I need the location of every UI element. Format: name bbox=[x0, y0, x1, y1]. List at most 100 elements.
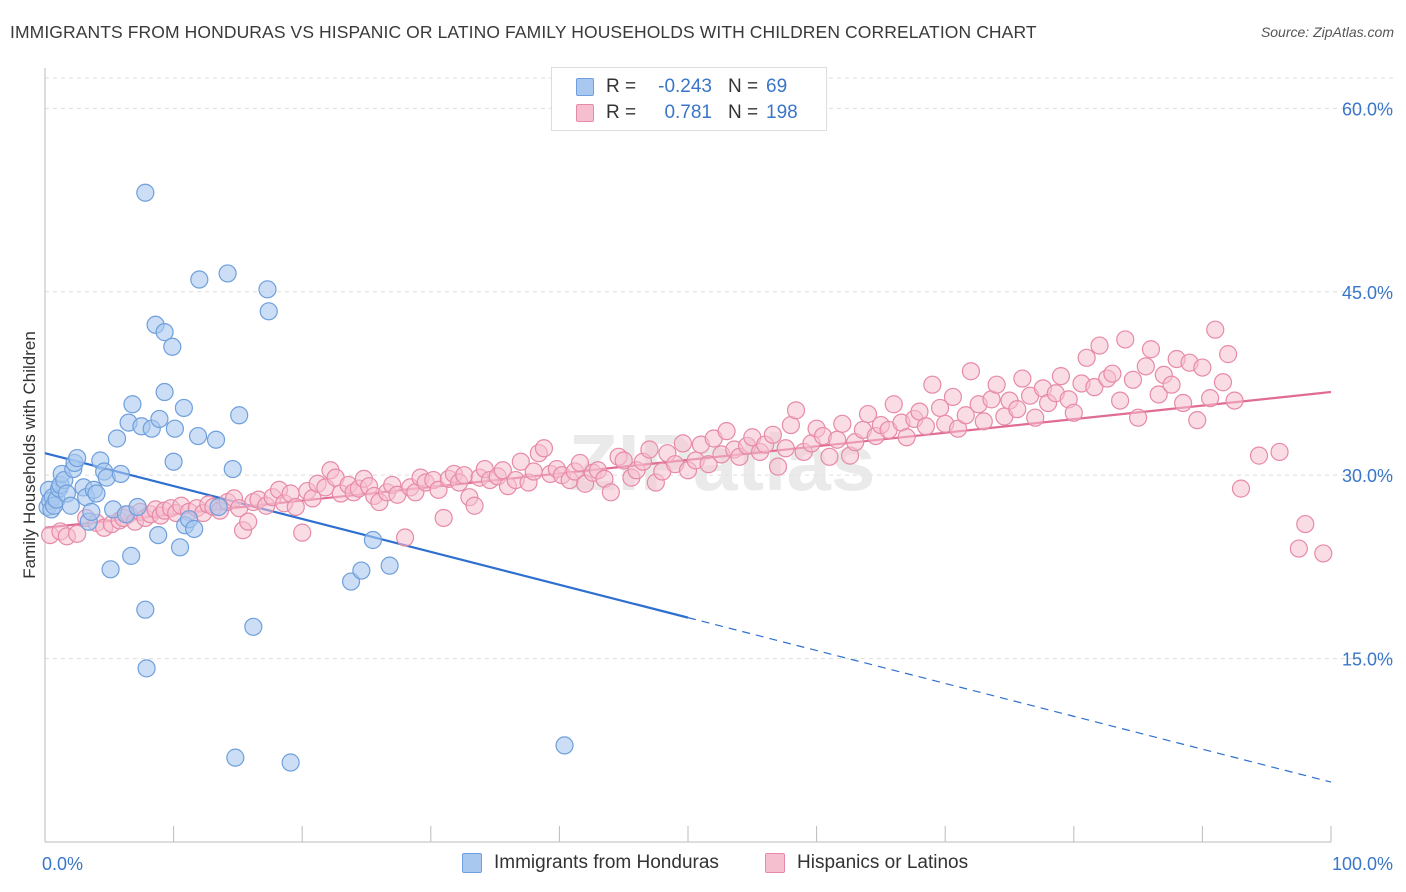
honduras-point bbox=[87, 484, 106, 503]
legend-item-hispanics: Hispanics or Latinos bbox=[765, 852, 968, 874]
hispanics-point bbox=[524, 462, 543, 481]
hispanics-point bbox=[1128, 408, 1148, 427]
hispanics-point bbox=[1141, 340, 1161, 359]
hispanics-point bbox=[974, 412, 993, 431]
honduras-point bbox=[165, 419, 184, 438]
axis-layer bbox=[44, 68, 1332, 843]
honduras-point bbox=[380, 556, 399, 575]
hispanics-point bbox=[1110, 391, 1130, 410]
honduras-point bbox=[149, 525, 168, 545]
hispanics-point bbox=[1008, 400, 1027, 419]
honduras-point bbox=[128, 497, 147, 517]
legend-n-value: 198 bbox=[766, 102, 798, 123]
honduras-point bbox=[218, 264, 237, 283]
honduras-point bbox=[258, 280, 277, 299]
honduras-point bbox=[223, 459, 242, 479]
hispanics-point bbox=[1090, 336, 1109, 355]
legend-n-value: 69 bbox=[766, 76, 788, 97]
honduras-point bbox=[68, 448, 87, 468]
honduras-point bbox=[174, 398, 193, 418]
hispanics-point bbox=[465, 496, 484, 515]
hispanics-point bbox=[961, 362, 981, 381]
honduras-point bbox=[170, 538, 190, 557]
series-hispanics-points bbox=[41, 320, 1333, 563]
honduras-point bbox=[281, 753, 300, 772]
hispanics-point bbox=[293, 523, 312, 542]
x-tick-label: 100.0% bbox=[1332, 854, 1393, 874]
hispanics-point bbox=[1149, 385, 1168, 404]
hispanics-point bbox=[820, 447, 839, 466]
hispanics-point bbox=[786, 401, 806, 420]
hispanics-point bbox=[956, 406, 975, 425]
hispanics-point bbox=[640, 440, 659, 459]
hispanics-point bbox=[1174, 393, 1193, 413]
hispanics-point bbox=[858, 404, 878, 424]
hispanics-point bbox=[1231, 479, 1251, 498]
hispanics-point bbox=[511, 452, 530, 471]
legend-swatch-blue bbox=[462, 853, 482, 873]
hispanics-point bbox=[673, 434, 692, 453]
hispanics-point bbox=[768, 457, 788, 476]
hispanics-point bbox=[570, 453, 590, 473]
honduras-point bbox=[123, 395, 142, 414]
legend-row-honduras: R = -0.243 N = 69 bbox=[576, 75, 787, 99]
honduras-point bbox=[164, 452, 183, 471]
legend-r-label: R = bbox=[606, 102, 637, 123]
hispanics-point bbox=[833, 414, 852, 433]
hispanics-point bbox=[395, 528, 415, 547]
hispanics-point bbox=[1085, 378, 1104, 397]
series-honduras-points bbox=[38, 183, 574, 772]
hispanics-point bbox=[1296, 514, 1315, 534]
legend-swatch-pink bbox=[576, 104, 594, 122]
legend-r-value: 0.781 bbox=[664, 102, 712, 123]
hispanics-point bbox=[987, 375, 1006, 394]
hispanics-point bbox=[601, 483, 620, 502]
honduras-point bbox=[136, 600, 155, 619]
hispanics-point bbox=[776, 439, 795, 458]
hispanics-point bbox=[828, 430, 847, 449]
hispanics-point bbox=[916, 417, 936, 436]
legend-swatch-pink bbox=[765, 853, 785, 873]
label-layer: 15.0% 30.0% 45.0% 60.0% 0.0% 100.0% Family Hou… bbox=[20, 99, 1393, 874]
hispanics-point bbox=[1136, 357, 1155, 376]
honduras-point bbox=[122, 546, 141, 565]
hispanics-point bbox=[1103, 364, 1122, 383]
honduras-point bbox=[111, 464, 130, 484]
honduras-point bbox=[206, 430, 226, 449]
hispanics-point bbox=[923, 375, 942, 394]
legend-item-honduras: Immigrants from Honduras bbox=[462, 852, 719, 874]
hispanics-point bbox=[1270, 442, 1289, 462]
legend-label-honduras: Immigrants from Honduras bbox=[494, 852, 719, 873]
honduras-point bbox=[82, 502, 101, 521]
hispanics-point bbox=[1026, 408, 1045, 427]
honduras-point bbox=[155, 382, 174, 402]
honduras-point bbox=[555, 736, 574, 755]
hispanics-point bbox=[948, 419, 968, 438]
hispanics-point bbox=[1064, 403, 1083, 422]
legend-row-hispanics: R = 0.781 N = 198 bbox=[576, 101, 798, 125]
hispanics-point bbox=[1219, 345, 1238, 364]
honduras-point bbox=[230, 406, 249, 425]
hispanics-point bbox=[1193, 358, 1212, 377]
honduras-point bbox=[136, 183, 155, 202]
hispanics-point bbox=[763, 425, 782, 444]
legend-swatch-blue bbox=[576, 78, 594, 96]
hispanics-point bbox=[1051, 367, 1071, 386]
y-tick-label: 45.0% bbox=[1342, 283, 1393, 303]
hispanics-point bbox=[717, 422, 736, 441]
honduras-point bbox=[352, 561, 371, 580]
honduras-point bbox=[244, 617, 263, 636]
y-tick-label: 15.0% bbox=[1342, 650, 1393, 670]
hispanics-point bbox=[1206, 320, 1225, 339]
hispanics-point bbox=[286, 497, 305, 517]
y-tick-label: 30.0% bbox=[1342, 466, 1393, 486]
hispanics-point bbox=[614, 451, 633, 470]
honduras-point bbox=[363, 530, 383, 550]
honduras-point bbox=[107, 429, 127, 448]
honduras-point bbox=[101, 560, 120, 579]
honduras-point bbox=[137, 659, 156, 678]
honduras-point bbox=[226, 748, 245, 767]
hispanics-point bbox=[1013, 369, 1032, 388]
honduras-point bbox=[155, 323, 174, 342]
